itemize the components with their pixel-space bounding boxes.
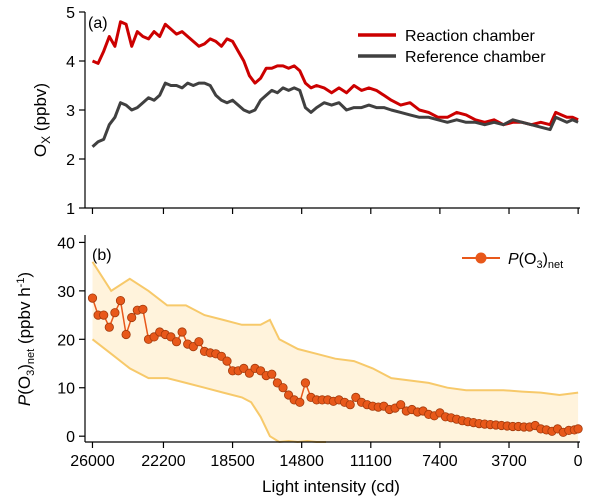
legend-pnet-label: P(O3)net	[508, 251, 563, 271]
pnet-point	[127, 312, 137, 323]
pnet-point	[222, 356, 232, 366]
uncertainty-band-fill	[92, 261, 579, 442]
pnet-point	[104, 322, 114, 332]
pnet-point	[110, 308, 120, 318]
pnet-point	[138, 304, 148, 314]
panel-b-ytick-label: 30	[57, 284, 75, 301]
panel-b-xtick-label: 11100	[350, 453, 392, 470]
pnet-point	[99, 310, 109, 320]
series-line-reaction	[91, 20, 579, 127]
uncertainty-band	[91, 261, 579, 444]
panel-b-xtick-label: 7400	[422, 453, 458, 470]
panel-a-legend: Reaction chamber Reference chamber	[358, 28, 546, 66]
series-line-reference	[91, 81, 579, 148]
legend-pnet-swatch-marker	[475, 252, 487, 264]
panel-b-label: (b)	[92, 247, 112, 264]
panel-a-series	[91, 20, 579, 148]
panel-b-legend: P(O3)net	[462, 251, 563, 271]
panel-b-xtick-label: 14800	[279, 453, 324, 470]
panel-b-axes: 0 10 20 30 40 26000 22200 18500 14800 11100 7400 37…	[57, 235, 583, 470]
panel-a-ytick-label: 2	[66, 152, 75, 169]
panel-b-ylabel: P(O3)net (ppbv h-1)	[15, 272, 37, 406]
panel-b-ytick-label: 20	[57, 332, 75, 349]
panel-b-xtick-label: 0	[574, 453, 583, 470]
panel-b-xtick-label: 22200	[141, 453, 186, 470]
pnet-point	[121, 329, 131, 340]
pnet-point	[267, 369, 277, 379]
pnet-point	[300, 378, 310, 388]
pnet-point	[396, 400, 406, 410]
panel-b-xtick-label: 3700	[491, 453, 527, 470]
uncertainty-band-upper	[91, 261, 579, 397]
panel-b-ytick-label: 10	[57, 381, 75, 398]
panel-a-axes: 1 2 3 4 5	[66, 5, 580, 218]
pnet-point	[194, 337, 204, 347]
pnet-point	[87, 293, 98, 303]
legend-reaction-label: Reaction chamber	[405, 28, 536, 45]
panel-a-ytick-label: 4	[66, 54, 75, 71]
pnet-point	[345, 400, 355, 410]
panel-a-label: (a)	[88, 15, 108, 32]
panel-a-ytick-label: 1	[66, 201, 75, 218]
panel-a-ytick-label: 3	[66, 103, 75, 120]
panel-a: 1 2 3 4 5 (a) Reaction chamber Reference cha…	[31, 5, 580, 218]
pnet-point	[171, 337, 182, 347]
panel-a-ytick-label: 5	[66, 5, 75, 22]
x-axis-title: Light intensity (cd)	[262, 477, 400, 496]
panel-a-ylabel: OX (ppbv)	[31, 83, 53, 157]
legend-reference-label: Reference chamber	[405, 49, 546, 66]
panel-b-xtick-label: 26000	[70, 453, 115, 470]
pnet-point	[115, 295, 126, 306]
pnet-point	[177, 327, 187, 337]
panel-b-series	[87, 293, 583, 437]
pnet-point	[573, 424, 583, 434]
pnet-point	[278, 383, 288, 393]
panel-b: 0 10 20 30 40 26000 22200 18500 14800 11100 7400 37…	[15, 235, 583, 496]
panel-b-ytick-label: 40	[57, 235, 75, 252]
pnet-point	[295, 397, 305, 407]
panel-b-xtick-label: 18500	[210, 453, 255, 470]
panel-b-ytick-label: 0	[66, 429, 75, 446]
